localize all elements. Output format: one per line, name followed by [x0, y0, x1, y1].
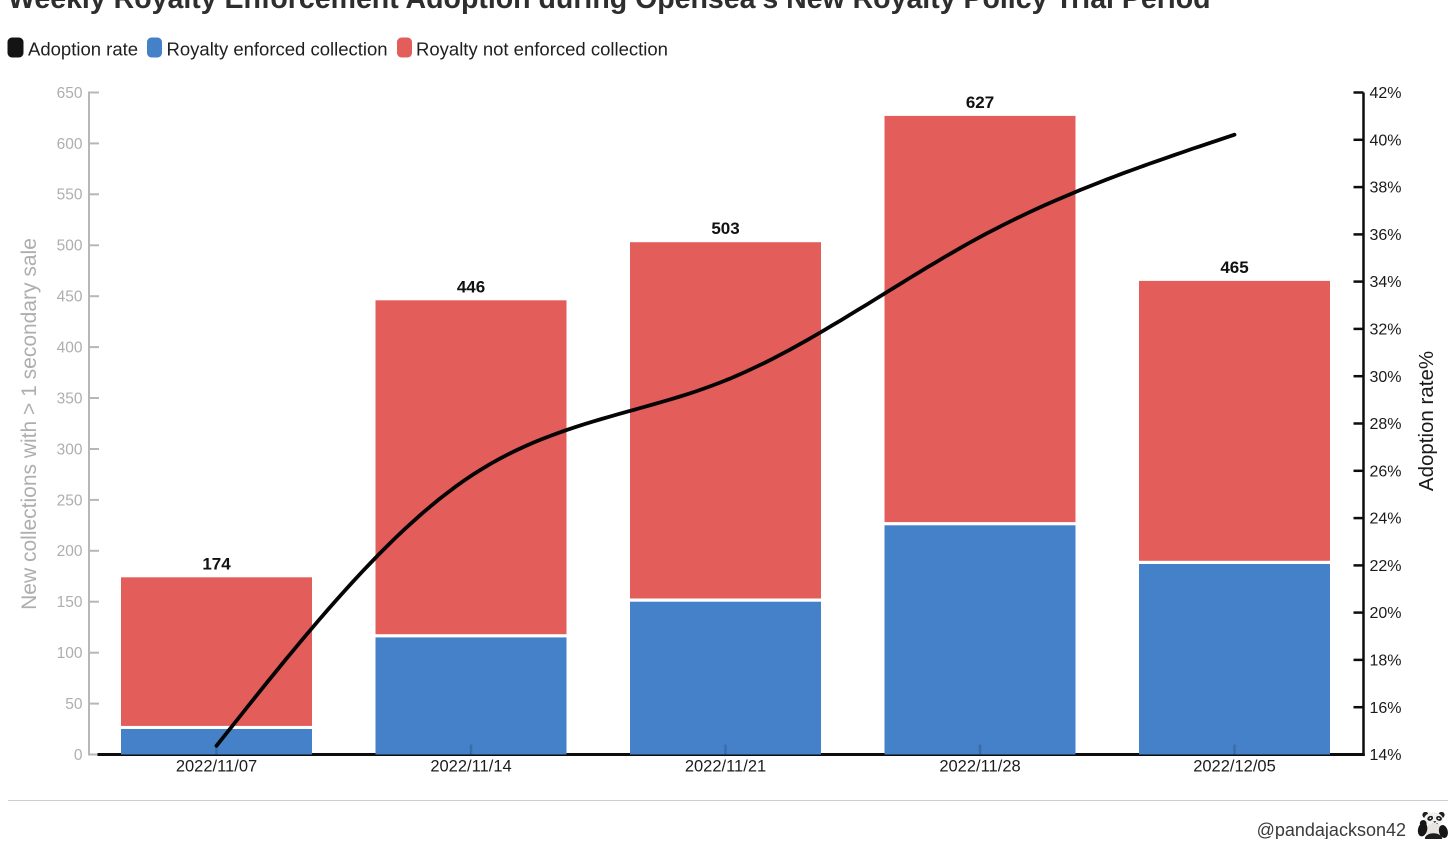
svg-text:New collections with > 1 secon: New collections with > 1 secondary sale: [18, 238, 41, 610]
svg-text:450: 450: [57, 289, 83, 306]
svg-text:50: 50: [65, 696, 83, 713]
svg-text:26%: 26%: [1370, 463, 1402, 480]
svg-text:2022/11/07: 2022/11/07: [176, 758, 257, 776]
svg-text:16%: 16%: [1370, 700, 1402, 717]
svg-text:20%: 20%: [1370, 605, 1402, 622]
svg-text:150: 150: [57, 594, 83, 611]
svg-text:38%: 38%: [1370, 180, 1402, 197]
svg-text:22%: 22%: [1370, 558, 1402, 575]
svg-text:Adoption rate: Adoption rate: [28, 39, 138, 60]
svg-text:36%: 36%: [1370, 227, 1402, 244]
svg-text:350: 350: [57, 390, 83, 407]
svg-text:Adoption rate%: Adoption rate%: [1415, 351, 1438, 491]
svg-text:Royalty enforced collection: Royalty enforced collection: [167, 39, 388, 60]
svg-text:14%: 14%: [1370, 747, 1402, 764]
svg-text:2022/11/28: 2022/11/28: [939, 758, 1020, 776]
svg-text:250: 250: [57, 492, 83, 509]
svg-text:Weekly Royalty Enforcement Ado: Weekly Royalty Enforcement Adoption duri…: [8, 0, 1211, 15]
svg-text:300: 300: [57, 441, 83, 458]
svg-text:446: 446: [457, 277, 485, 296]
svg-text:627: 627: [966, 93, 994, 112]
svg-text:42%: 42%: [1370, 85, 1402, 102]
svg-text:503: 503: [711, 219, 739, 238]
svg-text:28%: 28%: [1370, 416, 1402, 433]
svg-text:500: 500: [57, 238, 83, 255]
svg-text:465: 465: [1220, 258, 1248, 277]
svg-text:2022/11/14: 2022/11/14: [430, 758, 511, 776]
svg-text:32%: 32%: [1370, 322, 1402, 339]
svg-text:600: 600: [57, 136, 83, 153]
svg-text:200: 200: [57, 543, 83, 560]
svg-text:@pandajackson42: @pandajackson42: [1257, 820, 1406, 839]
svg-text:174: 174: [202, 554, 231, 573]
svg-text:24%: 24%: [1370, 511, 1402, 528]
svg-text:550: 550: [57, 187, 83, 204]
svg-text:18%: 18%: [1370, 653, 1402, 670]
svg-text:400: 400: [57, 340, 83, 357]
svg-text:2022/12/05: 2022/12/05: [1193, 758, 1276, 776]
svg-text:Royalty not enforced collectio: Royalty not enforced collection: [416, 39, 668, 60]
svg-text:100: 100: [57, 645, 83, 662]
svg-text:40%: 40%: [1370, 132, 1402, 149]
svg-text:650: 650: [57, 85, 83, 102]
svg-text:34%: 34%: [1370, 274, 1402, 291]
svg-text:0: 0: [74, 747, 83, 764]
svg-text:2022/11/21: 2022/11/21: [685, 758, 766, 776]
svg-text:30%: 30%: [1370, 369, 1402, 386]
